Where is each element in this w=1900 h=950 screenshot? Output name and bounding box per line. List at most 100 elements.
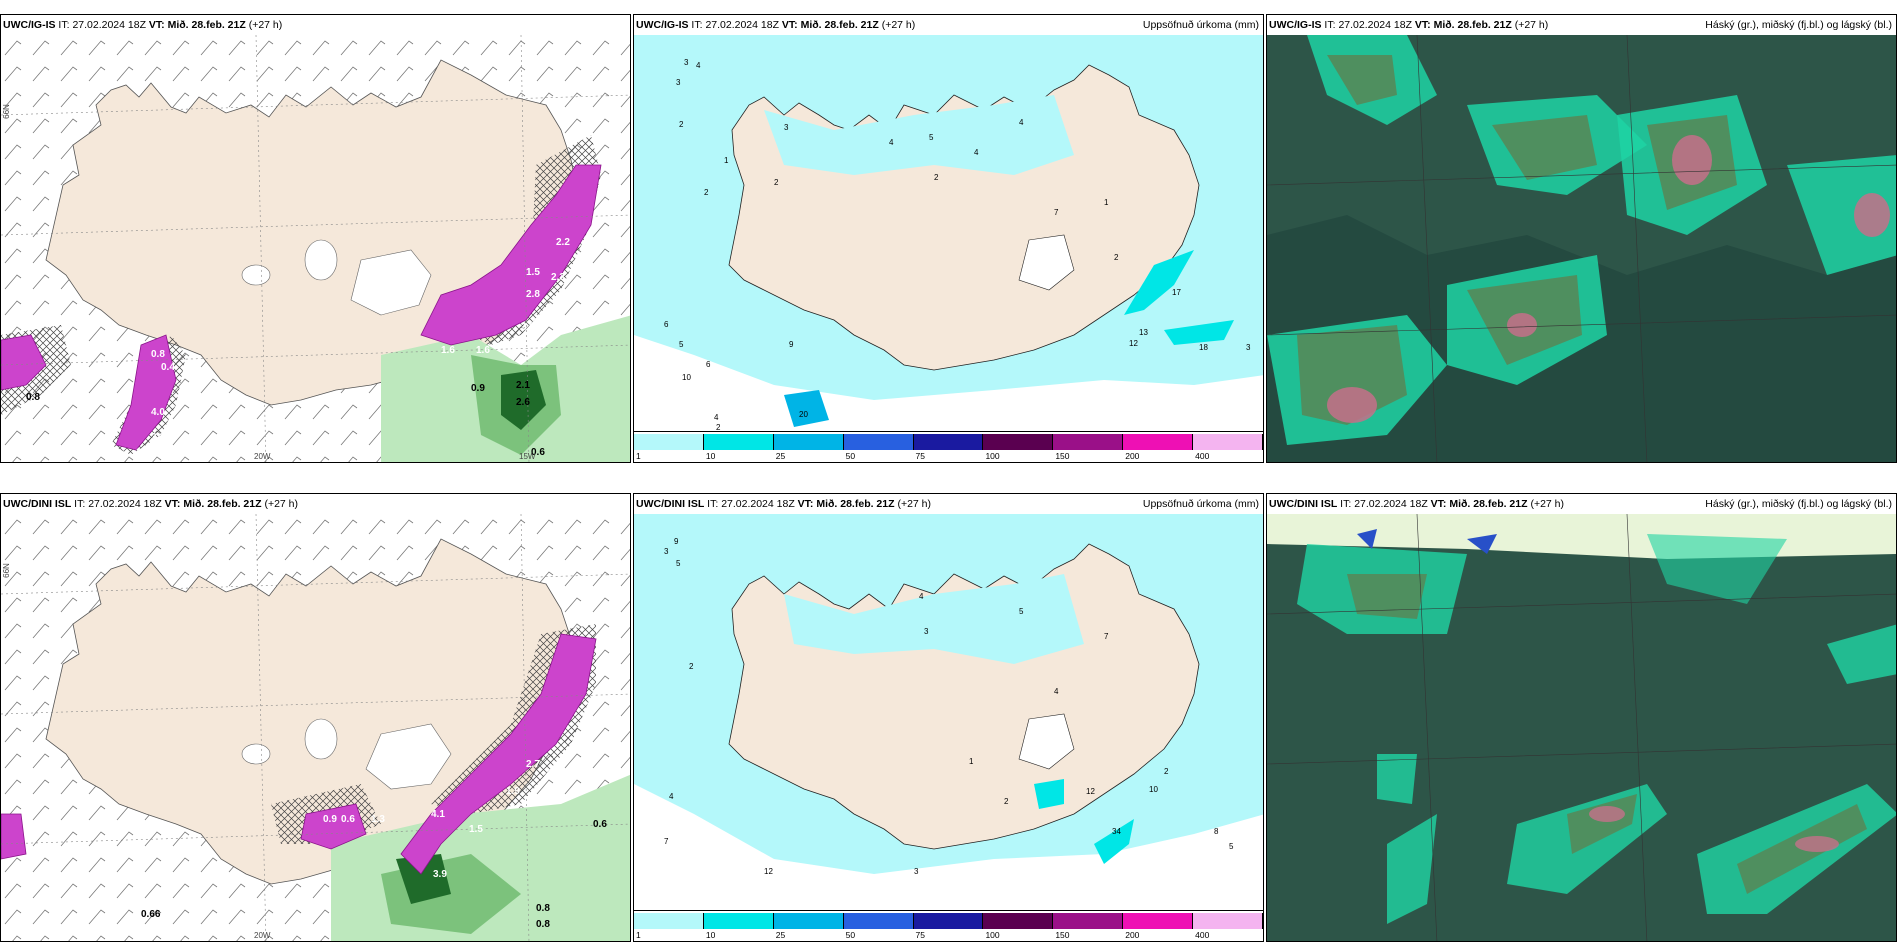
snow-label: 1.3 (371, 814, 385, 825)
latitude-graticule (1, 94, 630, 366)
precip-label: 2 (934, 173, 939, 182)
precip-label: 3 (914, 867, 919, 876)
snow-label: 2.8 (526, 289, 540, 300)
init-time: 27.02.2024 18Z (1354, 498, 1428, 510)
vt-label: VT: (797, 498, 814, 510)
legend-swatch (1053, 434, 1124, 450)
precip-label: 10 (1149, 785, 1158, 794)
precip-label: 34 (1112, 827, 1121, 836)
model-name: UWC/DINI ISL (1269, 498, 1338, 510)
precip-label: 2 (679, 120, 684, 129)
snow-shade-south (115, 334, 177, 451)
vt-label: VT: (1414, 19, 1431, 31)
precip-value-labels: 9 3 5 2 4 3 5 4 7 2 10 12 34 8 5 1 2 4 7… (664, 537, 1234, 876)
snow-label: 0.6 (341, 814, 355, 825)
legend-label: 150 (1055, 451, 1070, 461)
rain-green-dark (396, 854, 451, 904)
legend-swatch (634, 434, 704, 450)
precip-label: 5 (929, 133, 934, 142)
legend-label: 150 (1055, 930, 1070, 940)
glacier-outline (1018, 713, 1075, 770)
low-cloud-southwest (1387, 814, 1437, 924)
snow-label: 2.3 (551, 272, 565, 283)
precip-label: 4 (889, 138, 894, 147)
lead-time: (+27 h) (897, 498, 932, 510)
snow-label: 1.5 (136, 447, 150, 458)
lat-tick-label: 66N (1, 563, 11, 578)
precip-label: 4 (974, 148, 979, 157)
precip-label: 4 (714, 413, 719, 422)
precip-label: 4 (669, 792, 674, 801)
precip-label: 12 (1129, 339, 1138, 348)
legend-label: 1 (636, 930, 641, 940)
snow-label: 1.5 (526, 267, 540, 278)
it-label: IT: (58, 19, 70, 31)
valid-time: Mið. 28.feb. 21Z (167, 19, 246, 31)
high-cloud-south (1589, 806, 1625, 822)
precip-shade-mid-east (1164, 320, 1234, 345)
lead-time: (+27 h) (881, 19, 916, 31)
snow-shade-east (400, 633, 597, 875)
precip-label: 1 (724, 156, 729, 165)
panel-header: UWC/DINI ISL IT: 27.02.2024 18Z VT: Mið.… (1267, 494, 1896, 514)
panel-clouds-dini: UWC/DINI ISL IT: 27.02.2024 18Z VT: Mið.… (1266, 493, 1897, 942)
snow-label: 0.66 (141, 909, 161, 920)
precip-legend: 1 10 25 50 75 100 150 200 400 (634, 910, 1263, 941)
snow-label: 0.6 (531, 447, 545, 458)
it-label: IT: (707, 498, 719, 510)
precip-shade-north (764, 95, 1074, 175)
it-label: IT: (1324, 19, 1336, 31)
snow-label: 1.5 (469, 824, 483, 835)
latitude-graticule (1, 573, 630, 845)
vt-label: VT: (164, 498, 181, 510)
legend-label: 400 (1195, 930, 1210, 940)
glacier-langjokull (241, 264, 271, 286)
snow-shade-west (1, 813, 27, 860)
snow-label: 4.8 (506, 342, 520, 353)
snow-label: 1.9 (506, 786, 520, 797)
lead-time: (+27 h) (264, 498, 299, 510)
snow-shade-west (1, 334, 47, 391)
legend-swatch (1123, 434, 1194, 450)
precip-label: 10 (682, 373, 691, 382)
init-time: 27.02.2024 18Z (88, 498, 162, 510)
precip-label: 2 (689, 662, 694, 671)
model-name: UWC/DINI ISL (636, 498, 705, 510)
legend-label: 75 (915, 930, 926, 940)
precip-label: 3 (784, 123, 789, 132)
precip-label: 18 (1199, 343, 1208, 352)
legend-label: 10 (705, 930, 716, 940)
precip-label: 12 (1086, 787, 1095, 796)
rain-green-dark (501, 370, 546, 430)
valid-time: Mið. 28.feb. 21Z (1449, 498, 1528, 510)
legend-label: 25 (775, 451, 786, 461)
mid-cloud-southwest (1297, 325, 1407, 425)
legend-swatch (843, 434, 914, 450)
snow-label: 0.6 (593, 819, 607, 830)
precip-map: 9 3 5 2 4 3 5 4 7 2 10 12 34 8 5 1 2 4 7… (634, 514, 1263, 914)
snow-label: 3.3 (151, 432, 165, 443)
lead-time: (+27 h) (1530, 498, 1565, 510)
valid-time: Mið. 28.feb. 21Z (1433, 19, 1512, 31)
panel-wind-snow-igis: UWC/IG-IS IT: 27.02.2024 18Z VT: Mið. 28… (0, 14, 631, 463)
mid-cloud-center (1492, 115, 1597, 180)
legend-swatch (913, 434, 984, 450)
precip-shade-mid-coast (1034, 779, 1064, 809)
glacier-vatnajokull (350, 249, 432, 316)
precip-label: 9 (674, 537, 679, 546)
legend-swatch (1123, 913, 1194, 929)
valid-time: Mið. 28.feb. 21Z (816, 498, 895, 510)
snow-value-labels: 0.9 2.1 2.6 0.6 0.8 3.1 2.8 1.5 1.6 4.8 … (26, 237, 570, 458)
precip-shade-mid (1094, 819, 1134, 864)
precip-shade-south (784, 390, 829, 427)
high-cloud-east (1672, 135, 1712, 185)
precip-label: 2 (1004, 797, 1009, 806)
it-label: IT: (691, 19, 703, 31)
legend-label: 200 (1125, 930, 1140, 940)
longitude-graticule (255, 35, 530, 462)
legend-swatch (703, 434, 774, 450)
precip-label: 4 (696, 61, 701, 70)
model-name: UWC/IG-IS (3, 19, 56, 31)
legend-label: 400 (1195, 451, 1210, 461)
precip-label: 6 (664, 320, 669, 329)
